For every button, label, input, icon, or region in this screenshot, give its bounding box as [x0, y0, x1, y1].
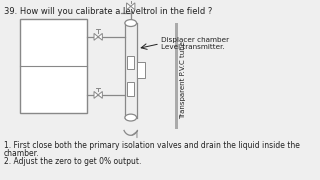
Text: 39. How will you calibrate a leveltrol in the field ?: 39. How will you calibrate a leveltrol i… — [4, 7, 212, 16]
Polygon shape — [98, 91, 102, 98]
Polygon shape — [94, 91, 98, 98]
Text: Displacer chamber: Displacer chamber — [161, 37, 229, 43]
Text: chamber.: chamber. — [4, 149, 39, 158]
Polygon shape — [94, 33, 98, 40]
Polygon shape — [131, 3, 135, 10]
Bar — [175, 23, 178, 129]
Text: 2. Adjust the zero to get 0% output.: 2. Adjust the zero to get 0% output. — [4, 157, 141, 166]
Ellipse shape — [125, 114, 137, 121]
Bar — [127, 82, 134, 96]
Polygon shape — [126, 3, 131, 10]
Text: Transparent P.V.C tube: Transparent P.V.C tube — [180, 41, 186, 119]
Ellipse shape — [125, 20, 137, 26]
Text: 1. First close both the primary isolation valves and drain the liquid inside the: 1. First close both the primary isolatio… — [4, 141, 300, 150]
Text: Level transmitter.: Level transmitter. — [161, 44, 225, 50]
Bar — [20, 19, 86, 113]
Bar — [137, 62, 145, 78]
Bar — [127, 56, 134, 69]
Polygon shape — [98, 33, 102, 40]
